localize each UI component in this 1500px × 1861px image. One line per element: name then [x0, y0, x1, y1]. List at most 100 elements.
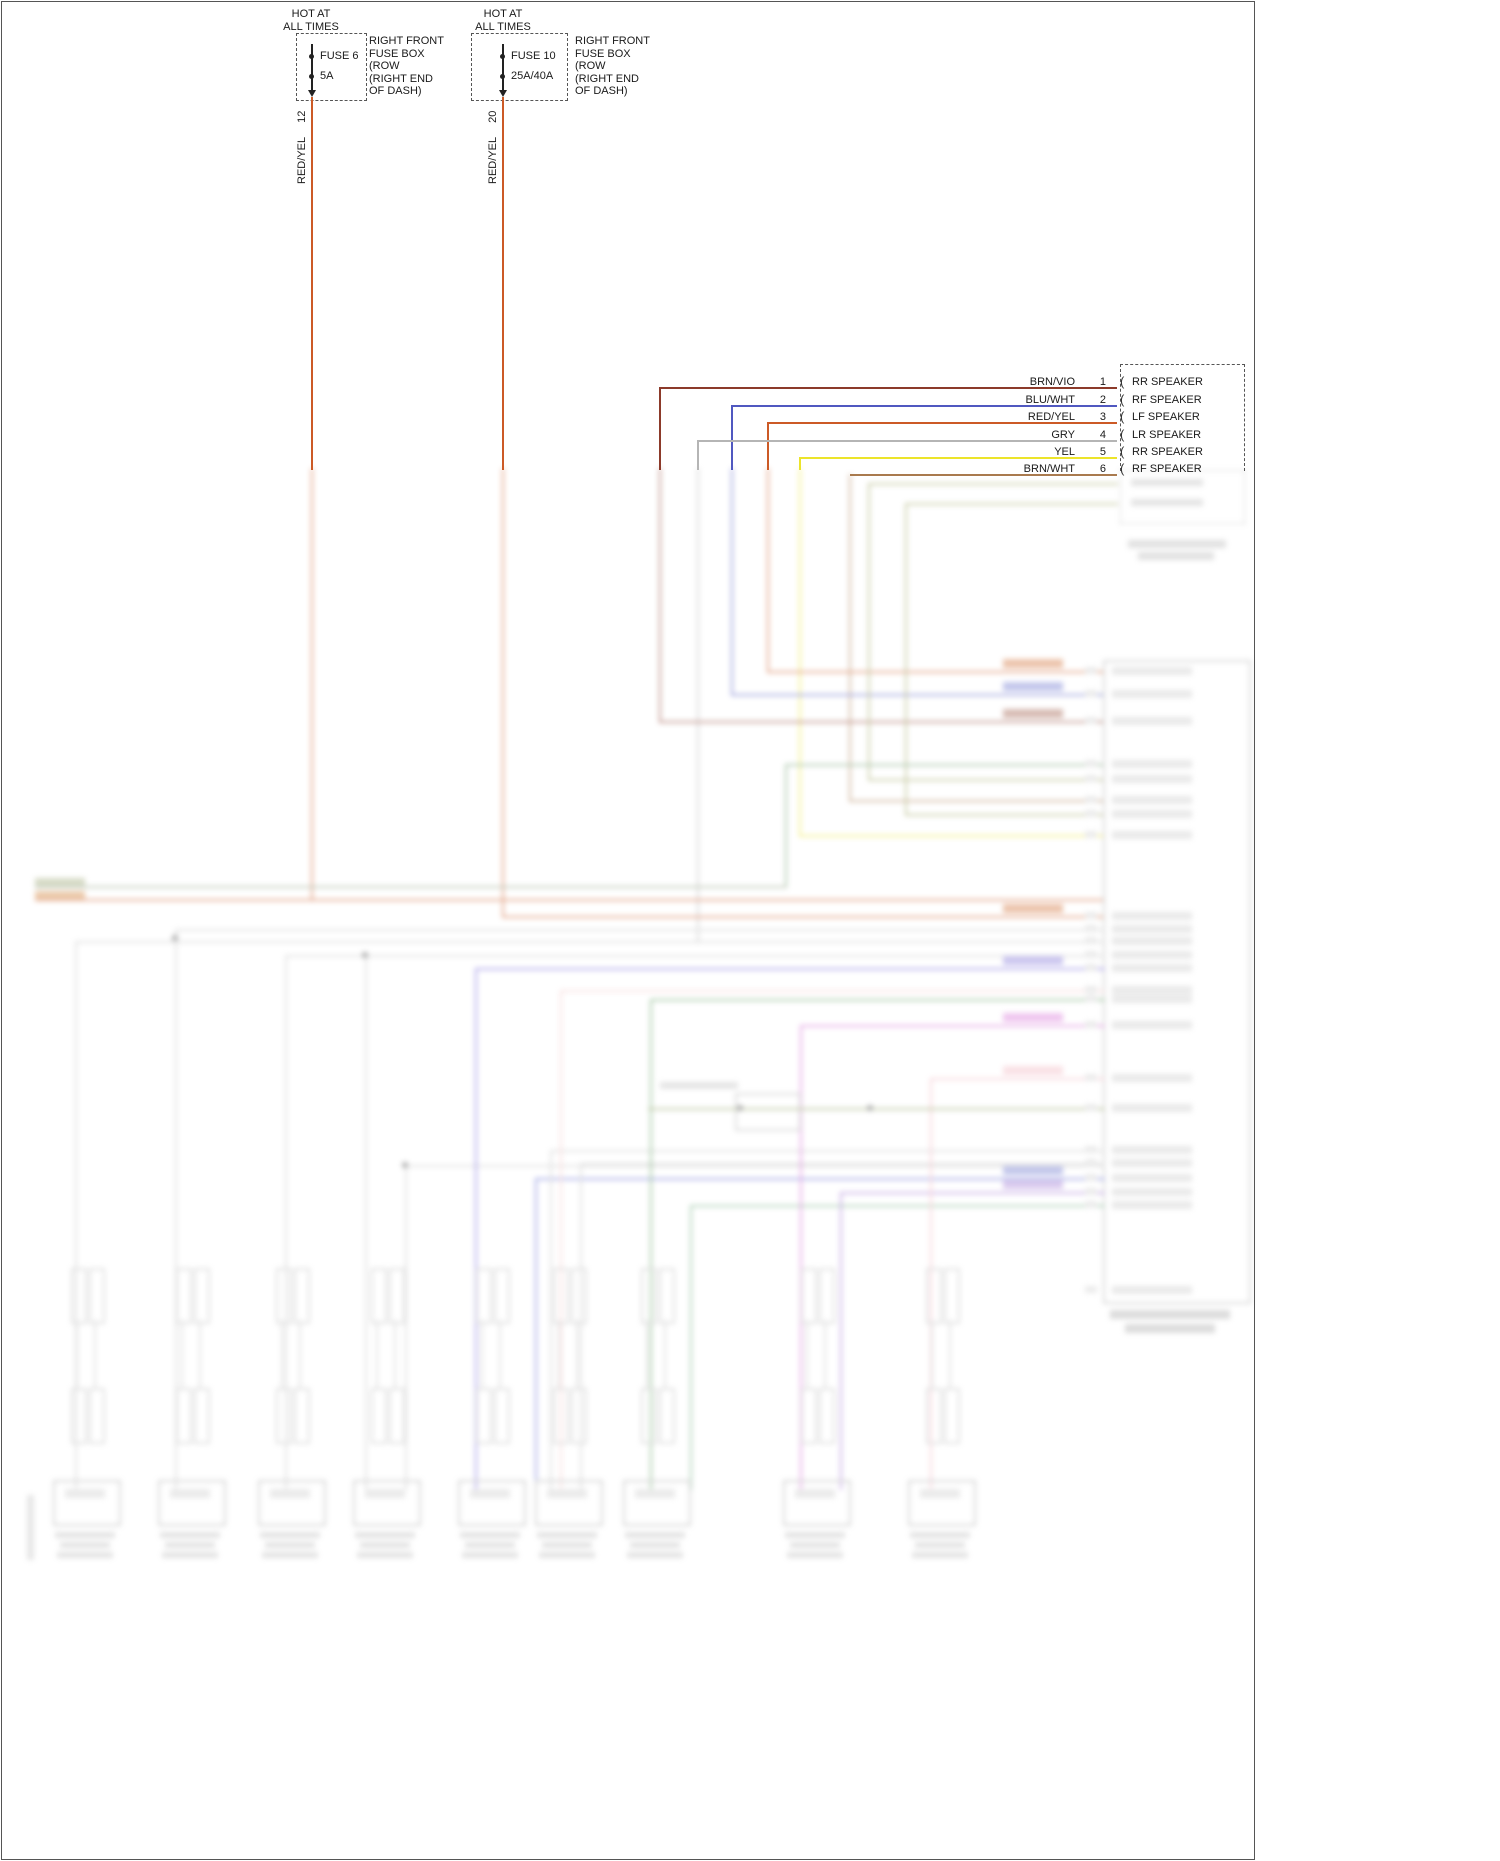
- speaker-wire-color-label: YEL: [1054, 446, 1075, 458]
- blur-artifact: [819, 1268, 835, 1324]
- blur-artifact: [641, 1268, 657, 1324]
- blur-artifact: [630, 1542, 680, 1548]
- blur-artifact: [1003, 904, 1063, 913]
- blur-artifact: [580, 1163, 582, 1490]
- blur-artifact: [353, 1480, 421, 1526]
- blur-artifact: [160, 1532, 220, 1538]
- fuse-box-outline: [471, 33, 568, 101]
- arrow-down-icon: [308, 90, 316, 97]
- blur-artifact: [60, 1542, 110, 1548]
- blur-artifact: [1085, 831, 1097, 838]
- blur-artifact: [355, 1532, 415, 1538]
- blur-artifact: [1112, 1188, 1192, 1196]
- blur-artifact: [1120, 470, 1245, 524]
- blur-artifact: [627, 1552, 683, 1558]
- blur-artifact: [75, 941, 1105, 943]
- blur-artifact: [697, 468, 699, 943]
- blur-artifact: [840, 1192, 842, 1490]
- blur-artifact: [944, 1268, 960, 1324]
- blur-artifact: [57, 1552, 113, 1558]
- fuse-terminal-dot: [500, 54, 505, 59]
- blur-artifact: [867, 1105, 873, 1111]
- wire-color-text: RED/YEL: [296, 136, 308, 184]
- blur-artifact: [1112, 951, 1192, 959]
- blur-artifact: [795, 1489, 835, 1498]
- fuse-terminal-dot: [309, 74, 314, 79]
- blur-artifact: [1085, 1159, 1097, 1166]
- speaker-wire-color-label: BRN/VIO: [1029, 376, 1075, 388]
- blur-artifact: [502, 916, 1105, 918]
- blur-artifact: [1131, 499, 1203, 506]
- blur-artifact: [659, 1388, 675, 1444]
- blur-artifact: [494, 1388, 510, 1444]
- blur-artifact: [89, 1268, 105, 1324]
- blur-artifact: [1085, 1286, 1097, 1293]
- blur-artifact: [405, 1165, 407, 1490]
- blur-artifact: [1112, 1074, 1192, 1082]
- blur-artifact: [535, 1178, 537, 1490]
- blur-artifact: [576, 1320, 578, 1388]
- blur-artifact: [800, 1025, 1105, 1027]
- blur-artifact: [560, 990, 1105, 992]
- blur-artifact: [158, 1480, 226, 1526]
- blur-artifact: [285, 955, 287, 1490]
- blur-artifact: [537, 1532, 597, 1538]
- blur-artifact: [910, 1532, 970, 1538]
- blur-artifact: [1112, 831, 1192, 839]
- blur-artifact: [281, 1320, 283, 1388]
- speaker-wire-line: [732, 405, 1117, 407]
- blur-artifact: [849, 800, 1105, 802]
- fuse-terminal-dot: [500, 74, 505, 79]
- blur-artifact: [389, 1268, 405, 1324]
- blur-artifact: [1112, 1174, 1192, 1182]
- speaker-pin-label: LF SPEAKER: [1132, 411, 1200, 423]
- blur-artifact: [371, 1388, 387, 1444]
- blur-artifact: [800, 1025, 802, 1490]
- blur-artifact: [905, 503, 1118, 505]
- blur-artifact: [1112, 760, 1192, 768]
- blur-artifact: [1085, 986, 1097, 993]
- blur-artifact: [915, 1542, 965, 1548]
- blur-artifact: [571, 1268, 587, 1324]
- speaker-wire-drop: [731, 405, 733, 470]
- blur-artifact: [76, 1320, 78, 1388]
- speaker-pin-label: LR SPEAKER: [1132, 429, 1202, 441]
- blur-artifact: [650, 999, 1105, 1001]
- blur-artifact: [260, 1532, 320, 1538]
- blur-artifact: [494, 1268, 510, 1324]
- speaker-wire-line: [698, 440, 1117, 442]
- blur-artifact: [357, 1552, 413, 1558]
- blur-artifact: [659, 721, 1105, 723]
- blur-artifact: [71, 1388, 87, 1444]
- circuit-number-text: 12: [296, 110, 308, 123]
- blur-artifact: [560, 990, 562, 1490]
- fuse-name-label: FUSE 6: [320, 50, 359, 62]
- blur-artifact: [1003, 956, 1063, 965]
- blur-artifact: [458, 1480, 526, 1526]
- blur-artifact: [1085, 964, 1097, 971]
- blur-artifact: [1003, 682, 1063, 691]
- blur-artifact: [868, 483, 870, 780]
- blur-artifact: [175, 929, 1105, 931]
- blur-artifact: [785, 1532, 845, 1538]
- blur-artifact: [1003, 1013, 1063, 1022]
- blur-artifact: [172, 935, 178, 941]
- blur-artifact: [365, 955, 367, 1490]
- blur-artifact: [905, 503, 907, 815]
- blur-artifact: [650, 999, 652, 1490]
- blur-artifact: [1085, 810, 1097, 817]
- blur-artifact: [1131, 479, 1203, 486]
- blur-artifact: [376, 1320, 378, 1388]
- blur-artifact: [824, 1320, 826, 1388]
- blur-artifact: [1112, 912, 1192, 920]
- blur-artifact: [476, 1388, 492, 1444]
- blur-artifact: [1085, 925, 1097, 932]
- fuse-terminal-dot: [309, 54, 314, 59]
- blur-artifact: [623, 1480, 691, 1526]
- blur-artifact: [790, 1542, 840, 1548]
- blur-artifact: [55, 1532, 115, 1538]
- pin-socket-icon: [1120, 427, 1124, 442]
- blur-artifact: [294, 1268, 310, 1324]
- speaker-pin-number: 1: [1099, 376, 1106, 388]
